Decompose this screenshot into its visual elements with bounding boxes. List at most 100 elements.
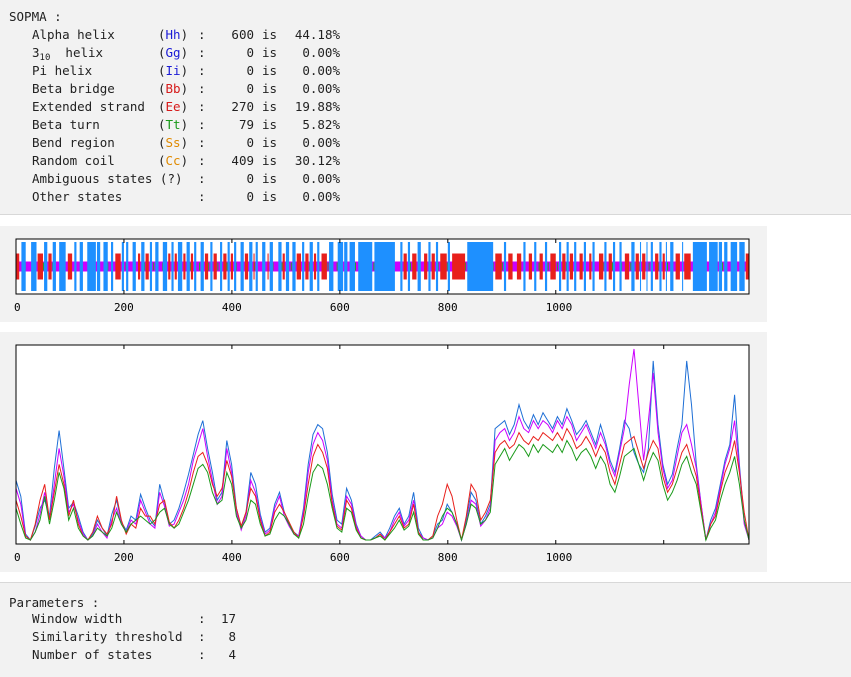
helix-segment [730, 242, 738, 291]
state-code-letters: Ss [165, 135, 181, 150]
state-code: (Ee) [158, 99, 189, 114]
plot-frame [15, 238, 750, 295]
helix-segment [523, 242, 526, 291]
score-line-chart: 0 200 400 600 800 1000 [14, 344, 750, 564]
helix-segment [155, 242, 159, 291]
parameter-value: 8 [228, 629, 236, 644]
strand-segment [508, 253, 513, 280]
state-percent: 0.00% [302, 135, 340, 150]
x-tick-label: 400 [222, 551, 242, 564]
strand-segment [213, 253, 217, 280]
state-code-letters: Ii [165, 63, 181, 78]
state-is: is [262, 153, 278, 168]
helix-segment [718, 242, 723, 291]
strand-segment [190, 253, 194, 280]
state-code-letters: Cc [165, 153, 181, 168]
helix-segment [659, 242, 662, 291]
state-name: Extended strand [32, 99, 145, 114]
strand-segment [168, 253, 171, 280]
state-percent: 44.18% [294, 27, 340, 42]
helix-segment [428, 242, 431, 291]
helix-segment [417, 242, 421, 291]
strand-segment [579, 253, 583, 280]
helix-segment [227, 242, 230, 291]
helix-segment [503, 242, 507, 291]
helix-segment [400, 242, 403, 291]
score-series-line [15, 439, 750, 542]
helix-segment [126, 242, 129, 291]
helix-segment [329, 242, 334, 291]
strand-segment [635, 253, 639, 280]
strand-segment [452, 253, 466, 280]
state-colon: : [198, 171, 206, 186]
helix-segment [200, 242, 204, 291]
state-colon: : [198, 117, 206, 132]
state-percent: 0.00% [302, 63, 340, 78]
helix-segment [665, 242, 667, 291]
parameter-colon: : [198, 629, 206, 644]
strand-segment [624, 253, 630, 280]
state-is: is [262, 135, 278, 150]
helix-segment [171, 242, 174, 291]
helix-segment [639, 242, 642, 291]
helix-segment [566, 242, 569, 291]
state-is: is [262, 99, 278, 114]
state-colon: : [198, 99, 206, 114]
helix-segment [177, 242, 183, 291]
strand-segment [16, 253, 20, 280]
helix-segment [592, 242, 595, 291]
strand-segment [183, 253, 186, 280]
state-count: 0 [246, 63, 254, 78]
parameters-title: Parameters : [9, 595, 100, 610]
state-is: is [262, 81, 278, 96]
helix-segment [292, 242, 296, 291]
strand-segment [267, 253, 269, 280]
state-is: is [262, 171, 278, 186]
strand-segment [539, 253, 543, 280]
sopma-title: SOPMA : [9, 9, 62, 24]
helix-segment [121, 242, 124, 291]
parameter-name: Window width [32, 611, 123, 626]
strand-segment [675, 253, 680, 280]
helix-segment [670, 242, 674, 291]
helix-segment [194, 242, 197, 291]
state-code-letters: Bb [165, 81, 181, 96]
plot-area [16, 345, 749, 544]
strand-segment [589, 253, 592, 280]
helix-segment [162, 242, 168, 291]
strand-segment [655, 253, 659, 280]
state-is: is [262, 45, 278, 60]
x-tick-label: 800 [438, 301, 458, 314]
helix-segment [96, 242, 101, 291]
helix-segment [87, 242, 96, 291]
helix-segment [467, 242, 494, 291]
x-tick-label: 200 [114, 301, 134, 314]
x-tick-label: 600 [330, 301, 350, 314]
state-is: is [262, 27, 278, 42]
parameter-value: 4 [228, 647, 236, 662]
helix-segment [544, 242, 548, 291]
state-name: Other states [32, 189, 123, 204]
helix-segment [435, 242, 439, 291]
helix-segment [619, 242, 622, 291]
helix-segment [103, 242, 108, 291]
x-tick-label: 0 [14, 551, 21, 564]
helix-segment [317, 242, 320, 291]
helix-segment [349, 242, 355, 291]
plot-frame [15, 344, 750, 545]
strand-segment [431, 253, 435, 280]
helix-segment [74, 242, 77, 291]
helix-segment [59, 242, 66, 291]
helix-segment [358, 242, 373, 291]
sopma-panel: SOPMA : Alpha helix (Hh): 600 is 44.18% 310 h… [0, 0, 851, 215]
strand-segment [528, 253, 533, 280]
parameter-name: Number of states [32, 647, 153, 662]
strand-segment [115, 253, 121, 280]
strand-segment [745, 253, 749, 280]
state-is: is [262, 117, 278, 132]
helix-segment [604, 242, 607, 291]
state-count: 0 [246, 81, 254, 96]
strand-segment [305, 253, 309, 280]
strand-segment [412, 253, 417, 280]
helix-segment [709, 242, 718, 291]
